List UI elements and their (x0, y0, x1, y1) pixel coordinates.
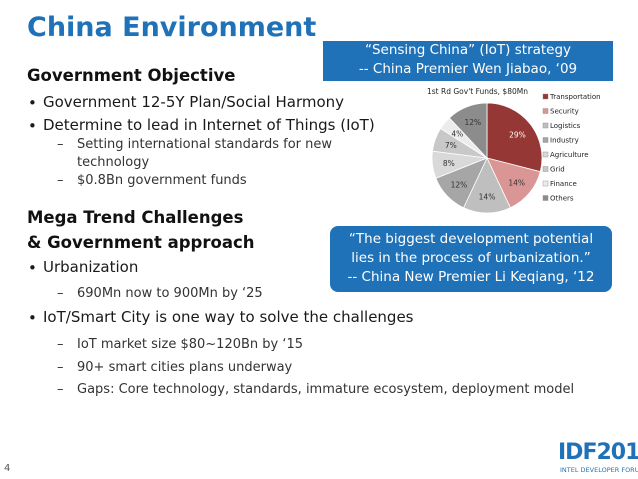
data-label: 7% (445, 141, 457, 150)
legend-label: Others (550, 195, 574, 203)
legend-label: Finance (550, 180, 577, 188)
data-label: 8% (443, 159, 455, 168)
bullet-text: Determine to lead in Internet of Things … (43, 116, 375, 134)
sub-bullet-text: 90+ smart cities plans underway (77, 360, 293, 375)
bullet: • (28, 259, 37, 277)
legend-label: Agriculture (550, 151, 589, 159)
legend-swatch (542, 151, 549, 158)
sub-bullet-text: Setting international standards for new … (77, 137, 333, 170)
legend-swatch (542, 137, 549, 143)
legend-swatch (542, 166, 549, 172)
pie-chart: 1st Rd Gov't Funds, $80Mn 29% Transportati… (427, 87, 601, 214)
pie-slice (486, 102, 543, 173)
legend-swatch (542, 93, 549, 100)
chart-title: 1st Rd Gov't Funds, $80Mn (427, 87, 528, 96)
slide-title: China Environment (27, 12, 317, 43)
legend-swatch (542, 195, 549, 201)
logo: IDF2013 (558, 440, 638, 465)
bullet: • (28, 309, 37, 327)
legend-label: Logistics (550, 122, 581, 130)
bullet-text: Government 12-5Y Plan/Social Harmony (43, 93, 345, 111)
data-label: 14% (479, 193, 496, 202)
bullet-text: Urbanization (43, 258, 139, 276)
dash: – (57, 382, 64, 397)
logo-tagline: INTEL DEVELOPER FORUM (560, 466, 638, 474)
data-label: 12% (464, 118, 481, 127)
callout-line: -- China New Premier Li Keqiang, ‘12 (347, 269, 595, 285)
legend-label: Industry (550, 137, 579, 145)
data-label: 4% (451, 129, 463, 138)
page-number: 4 (4, 463, 11, 474)
callout-line: “Sensing China” (IoT) strategy (364, 42, 572, 58)
bullet-text: IoT/Smart City is one way to solve the c… (43, 308, 414, 326)
dash: – (57, 137, 64, 152)
sub-bullet-text: $0.8Bn government funds (77, 173, 247, 188)
callout-line: -- China Premier Wen Jiabao, ‘09 (358, 61, 578, 77)
sub-bullet-text: Gaps: Core technology, standards, immatu… (77, 382, 575, 397)
bullet: • (28, 117, 37, 135)
dash: – (57, 286, 64, 301)
data-label: 14% (508, 179, 525, 188)
callout: “Sensing China” (IoT) strategy -- China … (323, 41, 613, 81)
dash: – (57, 337, 64, 352)
section-heading: Government Objective (27, 66, 236, 85)
legend-label: Transportation (549, 93, 601, 101)
callout-line: lies in the process of urbanization.” (351, 250, 591, 266)
legend-label: Security (550, 108, 579, 116)
dash: – (57, 360, 64, 375)
data-label: 29% (509, 130, 526, 139)
pie-slice (448, 102, 488, 160)
callout-line: “The biggest development potential (348, 231, 594, 247)
legend-swatch (542, 122, 549, 129)
dash: – (57, 173, 64, 188)
callout: “The biggest development potential lies … (330, 226, 612, 292)
legend-swatch (542, 108, 549, 114)
section-heading: & Government approach (27, 233, 255, 252)
sub-bullet-text: 690Mn now to 900Mn by ‘25 (77, 286, 263, 301)
legend-swatch (542, 180, 549, 187)
section-heading: Mega Trend Challenges (27, 208, 244, 227)
sub-bullet-text: IoT market size $80~120Bn by ‘15 (77, 337, 304, 352)
legend-label: Grid (550, 166, 565, 174)
bullet: • (28, 94, 37, 112)
data-label: 12% (451, 180, 468, 189)
